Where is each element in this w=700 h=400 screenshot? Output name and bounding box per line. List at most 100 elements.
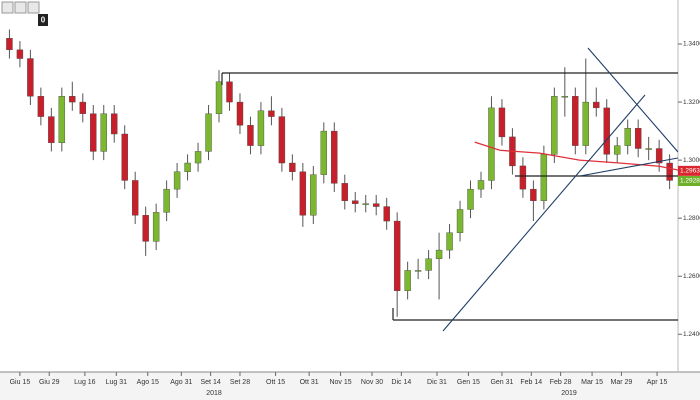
x-tick-label: Ott 31	[300, 379, 319, 386]
candle-body	[404, 270, 411, 291]
y-tick-label: 1.2600	[683, 273, 700, 280]
x-tick-label: Lug 16	[74, 379, 96, 386]
candle-body	[16, 49, 24, 59]
x-tick-label: Giu 29	[39, 379, 60, 386]
x-tick-label: Set 28	[230, 379, 250, 386]
x-tick-label: Mar 29	[611, 379, 633, 386]
candle-body	[37, 96, 45, 117]
candle-body	[362, 203, 369, 205]
candle-body	[614, 145, 621, 155]
x-tick-label: Gen 31	[490, 379, 513, 386]
candle-body	[341, 183, 348, 201]
tool-button[interactable]	[1, 1, 14, 14]
trend-lines	[442, 47, 678, 332]
candle-body	[205, 113, 212, 152]
x-tick-label: Nov 30	[361, 379, 383, 386]
x-tick-label: Apr 15	[647, 379, 668, 386]
candle-body	[603, 107, 610, 155]
candle-body	[519, 165, 527, 190]
candle-body	[645, 148, 652, 150]
candle-body	[48, 116, 55, 143]
y-tick-label: 1.3400	[683, 41, 700, 48]
x-tick-label: Feb 28	[550, 379, 572, 386]
candle-body	[446, 232, 453, 251]
candle-body	[540, 154, 548, 201]
candle-body	[352, 200, 359, 204]
candle-body	[58, 96, 66, 143]
candle-body	[414, 270, 422, 272]
year-label: 2019	[561, 390, 577, 397]
candle-body	[289, 162, 296, 172]
x-tick-label: Ago 15	[137, 379, 159, 386]
candle-body	[278, 116, 286, 164]
tool-button[interactable]	[27, 1, 40, 14]
candle-body	[331, 130, 338, 184]
tool-button[interactable]	[14, 1, 27, 14]
badge-text: 0	[41, 16, 46, 25]
candle-body	[79, 101, 86, 114]
candle-body	[383, 206, 390, 222]
candle-body	[215, 81, 223, 114]
x-tick-label: Mar 15	[581, 379, 603, 386]
x-tick-label: Nov 15	[329, 379, 351, 386]
candle-body	[268, 110, 275, 117]
plot-area	[6, 29, 678, 317]
candle-body	[498, 107, 506, 138]
y-tick-label: 1.2400	[683, 331, 700, 338]
x-tick-label: Lug 31	[106, 379, 128, 386]
candle-body	[142, 215, 149, 242]
candle-body	[435, 249, 443, 260]
price-tag-label: 1.2963	[680, 168, 700, 175]
candle-body	[163, 188, 170, 213]
candle-body	[111, 113, 118, 135]
moving-average	[474, 141, 678, 171]
candle-body	[247, 125, 254, 146]
price-tag	[678, 176, 700, 187]
candle-body	[90, 113, 97, 152]
candle-body	[551, 96, 558, 155]
badge	[38, 14, 48, 26]
candle-body	[655, 148, 663, 164]
x-tick-label: Feb 14	[520, 379, 542, 386]
toolbar: 0	[1, 1, 48, 26]
trend-line	[442, 94, 646, 332]
drawings	[221, 72, 678, 321]
x-tick-label: Dic 14	[391, 379, 411, 386]
y-tick-label: 1.3200	[683, 99, 700, 106]
x-tick-label: Ago 31	[170, 379, 192, 386]
x-tick-label: Giu 15	[10, 379, 31, 386]
trend-line	[579, 157, 678, 177]
x-tick-label: Gen 15	[457, 379, 480, 386]
candle-body	[593, 101, 600, 109]
candle-body	[6, 38, 13, 51]
candle-body	[572, 96, 579, 146]
candle-body	[320, 130, 328, 175]
candle-body	[226, 81, 233, 103]
candle-body	[257, 110, 265, 146]
candle-body	[69, 96, 76, 103]
candle-body	[467, 188, 474, 210]
x-tick-label: Ott 15	[266, 379, 285, 386]
candle-body	[425, 258, 432, 271]
candle-body	[310, 174, 317, 216]
x-tick-label: Set 14	[201, 379, 221, 386]
candle-body	[561, 96, 569, 98]
candle-body	[666, 162, 673, 181]
candle-body	[100, 113, 107, 152]
year-label: 2018	[206, 390, 222, 397]
candle-body	[131, 180, 139, 216]
candle-body	[456, 209, 464, 233]
candle-body	[624, 127, 631, 146]
x-tick-label: Dic 31	[427, 379, 447, 386]
trend-line	[587, 47, 678, 153]
candle-body	[299, 171, 307, 216]
candle-body	[121, 133, 128, 181]
candle-body	[582, 101, 589, 146]
candle-body	[173, 171, 181, 190]
candle-body	[27, 58, 34, 97]
candle-body	[477, 180, 485, 190]
candle-body	[152, 212, 160, 242]
candle-body	[488, 107, 495, 181]
